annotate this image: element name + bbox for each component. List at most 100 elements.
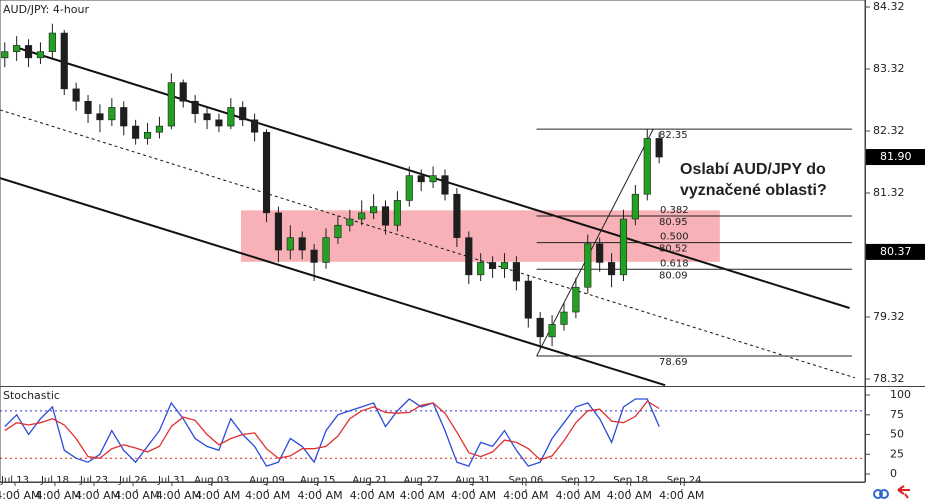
candle-body: [48, 32, 56, 52]
x-tick-label: Jul 18: [40, 475, 69, 486]
x-tick-label: Jul 31: [157, 475, 186, 486]
candle-body: [596, 243, 604, 263]
candle-body: [334, 224, 342, 238]
candle-body: [429, 175, 437, 183]
candle-body: [72, 88, 80, 102]
footer-icons: [873, 485, 910, 499]
candle-body: [607, 262, 616, 276]
frame: [0, 0, 866, 483]
x-tick-label: Aug 31: [455, 475, 490, 486]
candle-body: [13, 45, 21, 52]
x-time-label: 4:00 AM: [0, 489, 40, 502]
x-tick-label: Aug 09: [249, 475, 284, 486]
fib-ratio-label: 0.618: [660, 258, 689, 269]
stoch-tick-label: 25: [890, 447, 904, 460]
x-tick-label: Sep 24: [667, 475, 702, 486]
candle-body: [132, 125, 140, 139]
x-tick-label: Aug 27: [403, 475, 438, 486]
x-tick-label: Aug 03: [194, 475, 229, 486]
x-tick-label: Sep 18: [613, 475, 648, 486]
candle-body: [441, 175, 449, 195]
candle-body: [108, 107, 116, 121]
candle-body: [251, 119, 259, 133]
chart-title: AUD/JPY: 4-hour: [3, 3, 89, 16]
candle-body: [393, 200, 401, 226]
x-time-label: 4:00 AM: [114, 489, 159, 502]
x-tick-label: Jul 26: [118, 475, 147, 486]
stoch-title-bg: [1, 389, 57, 403]
candle-body: [512, 262, 520, 282]
x-time-label: 4:00 AM: [400, 489, 445, 502]
x-tick-label: Aug 15: [300, 475, 335, 486]
fib-ratio-label: 0.382: [660, 205, 689, 216]
candle-body: [381, 206, 390, 226]
candle-body: [191, 100, 199, 114]
price-marker-label: 80.37: [880, 245, 912, 258]
link-icon[interactable]: [873, 489, 883, 499]
candle-body: [227, 107, 235, 127]
x-time-label: 4:00 AM: [245, 489, 290, 502]
stoch-line: [4, 400, 660, 461]
candle-body: [524, 280, 532, 319]
candle-body: [370, 206, 378, 214]
candle-body: [346, 218, 354, 226]
back-icon[interactable]: [897, 485, 910, 499]
y-tick-label: 78.32: [873, 372, 905, 385]
candle-body: [36, 51, 45, 59]
price-marker-label: 81.90: [880, 150, 912, 163]
stochastic-title: Stochastic: [3, 389, 60, 402]
candle-body: [84, 100, 92, 114]
candle-body: [631, 193, 639, 220]
fib-fan-line: [536, 128, 654, 357]
candle-body: [286, 237, 294, 251]
price-panel: [0, 23, 856, 386]
candle-body: [155, 125, 164, 133]
candle-body: [453, 193, 461, 238]
channel-line: [0, 177, 666, 386]
x-time-label: 4:00 AM: [350, 489, 395, 502]
candle-body: [643, 138, 651, 195]
fib-price-label: 78.69: [659, 357, 688, 368]
fib-ratio-label: 0.500: [660, 232, 689, 243]
x-time-label: 4:00 AM: [607, 489, 652, 502]
candle-body: [619, 218, 628, 276]
x-time-label: 4:00 AM: [195, 489, 240, 502]
price-marker: [866, 243, 925, 260]
x-tick-label: Jul 23: [79, 475, 108, 486]
x-time-label: 4:00 AM: [36, 489, 81, 502]
y-tick-label: 84.32: [873, 0, 905, 13]
candle-body: [489, 262, 497, 269]
candle-body: [584, 243, 592, 288]
fib-price-label: 80.95: [659, 217, 688, 228]
y-tick-label: 81.32: [873, 186, 905, 199]
candle-body: [548, 324, 556, 338]
candle-body: [655, 138, 663, 158]
candle-body: [572, 286, 580, 313]
candle-body: [536, 317, 544, 338]
candle-body: [322, 237, 330, 263]
link-icon-part: [879, 489, 889, 499]
x-tick-label: Aug 21: [352, 475, 387, 486]
annotation-line: Oslabí AUD/JPY do: [680, 161, 826, 178]
candle-body: [179, 82, 187, 102]
candle-body: [1, 51, 9, 59]
fib-price-label: 80.09: [659, 270, 688, 281]
x-time-label: 4:00 AM: [297, 489, 342, 502]
x-time-label: 4:00 AM: [556, 489, 601, 502]
y-tick-label: 83.32: [873, 62, 905, 75]
x-time-label: 4:00 AM: [659, 489, 704, 502]
candle-body: [60, 32, 68, 90]
x-time-label: 4:00 AM: [503, 489, 548, 502]
stoch-tick-label: 75: [890, 408, 904, 421]
candle-body: [500, 262, 509, 269]
candle-body: [239, 107, 247, 121]
candle-body: [417, 175, 425, 183]
channel-line: [0, 109, 856, 379]
stoch-tick-label: 0: [890, 467, 897, 480]
candle-body: [477, 262, 485, 276]
fib-price-label: 80.52: [659, 244, 688, 255]
candle-body: [358, 212, 366, 220]
candle-body: [405, 175, 413, 201]
